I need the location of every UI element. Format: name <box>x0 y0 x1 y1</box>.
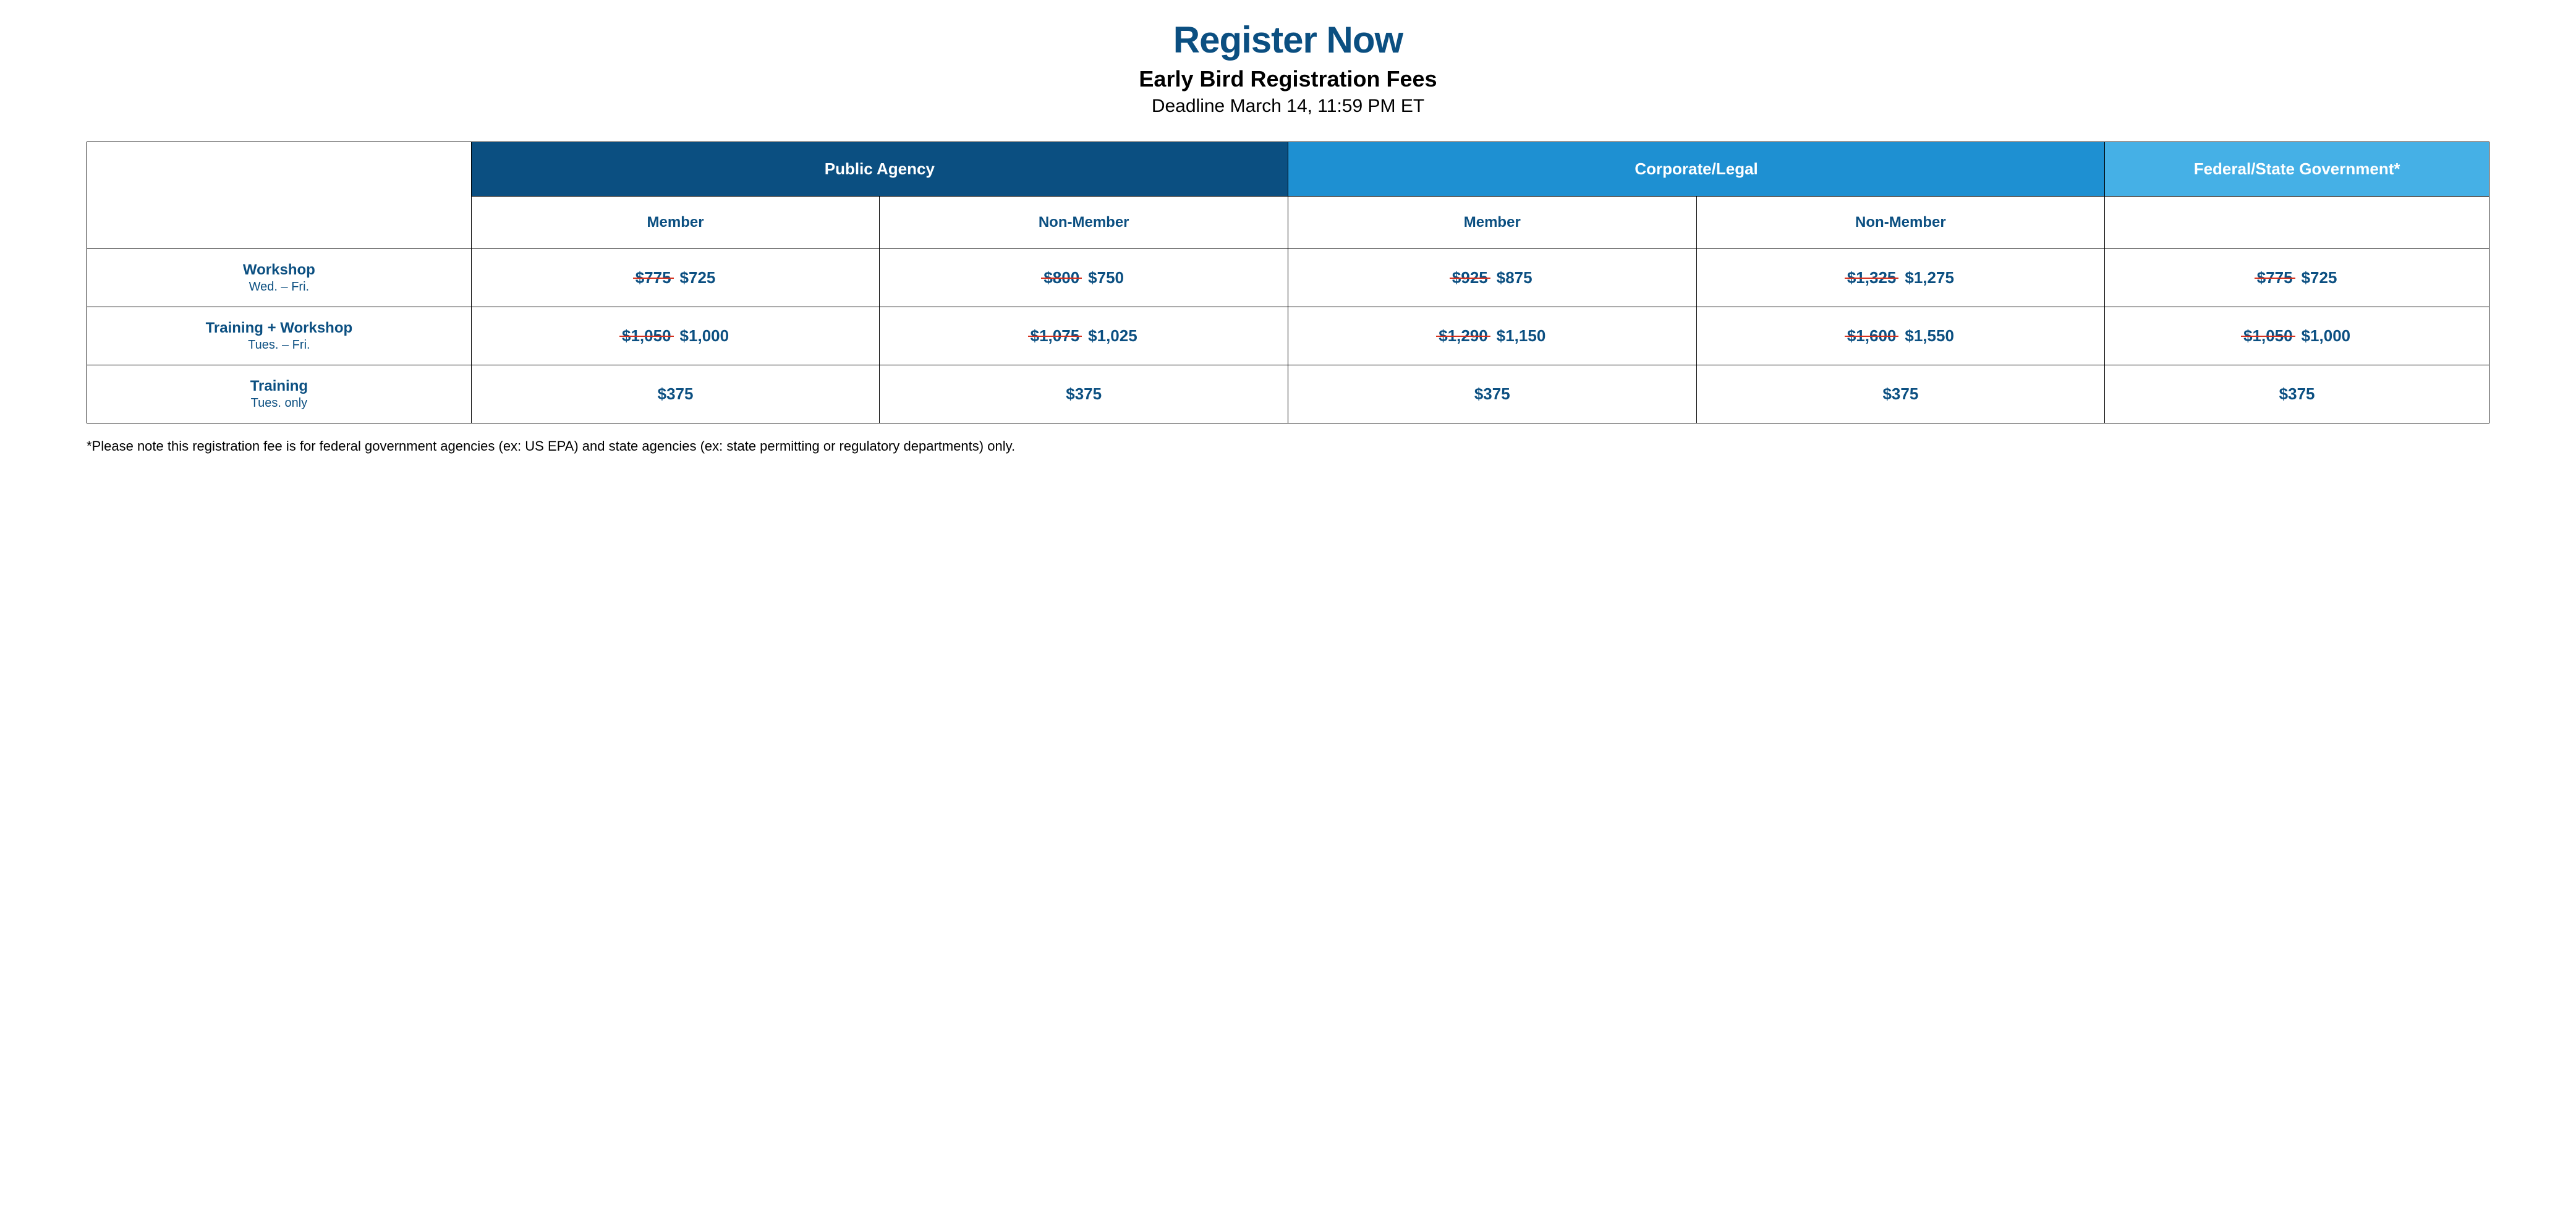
category-header: Public Agency <box>471 142 1288 197</box>
old-price: $1,050 <box>2243 326 2293 346</box>
price-cell: $1,600 $1,550 <box>1696 307 2105 365</box>
table-row: WorkshopWed. – Fri.$775$725$800$750$925$… <box>87 249 2489 307</box>
price-cell: $375 <box>1696 365 2105 423</box>
pricing-table: Public AgencyCorporate/LegalFederal/Stat… <box>87 142 2489 423</box>
price-cell: $925 $875 <box>1288 249 1696 307</box>
header-block: Register Now Early Bird Registration Fee… <box>87 19 2489 117</box>
table-row: TrainingTues. only $375 $375 $375 $375 $375 <box>87 365 2489 423</box>
row-subtitle: Wed. – Fri. <box>92 280 466 294</box>
table-corner <box>87 142 472 249</box>
price-cell: $375 <box>880 365 1288 423</box>
new-price: $875 <box>1497 268 1532 287</box>
new-price: $375 <box>1474 384 1510 403</box>
row-title: Workshop <box>92 261 466 279</box>
price-cell: $375 <box>2105 365 2489 423</box>
new-price: $750 <box>1088 268 1124 287</box>
old-price: $775 <box>2257 268 2293 287</box>
old-price: $1,600 <box>1847 326 1897 346</box>
new-price: $375 <box>1882 384 1918 403</box>
old-price: $1,325 <box>1847 268 1897 287</box>
row-title: Training <box>92 378 466 395</box>
old-price: $925 <box>1452 268 1488 287</box>
row-label: Training + WorkshopTues. – Fri. <box>87 307 472 365</box>
row-title: Training + Workshop <box>92 320 466 337</box>
price-cell: $800 $750 <box>880 249 1288 307</box>
row-subtitle: Tues. – Fri. <box>92 338 466 352</box>
new-price: $1,275 <box>1905 268 1954 287</box>
sub-header: Member <box>471 197 880 249</box>
price-cell: $375 <box>1288 365 1696 423</box>
old-price: $775 <box>635 268 671 287</box>
old-price: $1,050 <box>622 326 671 346</box>
category-header: Corporate/Legal <box>1288 142 2104 197</box>
row-label: TrainingTues. only <box>87 365 472 423</box>
price-cell: $375 <box>471 365 880 423</box>
new-price: $725 <box>2302 268 2337 287</box>
price-cell: $1,050 $1,000 <box>2105 307 2489 365</box>
sub-header <box>2105 197 2489 249</box>
new-price: $375 <box>2279 384 2315 403</box>
new-price: $375 <box>658 384 694 403</box>
new-price: $1,150 <box>1497 326 1546 345</box>
category-header: Federal/State Government* <box>2105 142 2489 197</box>
sub-header: Non-Member <box>880 197 1288 249</box>
sub-header: Member <box>1288 197 1696 249</box>
row-subtitle: Tues. only <box>92 396 466 410</box>
new-price: $1,550 <box>1905 326 1954 345</box>
new-price: $1,000 <box>680 326 729 345</box>
price-cell: $1,325 $1,275 <box>1696 249 2105 307</box>
old-price: $1,075 <box>1031 326 1080 346</box>
price-cell: $1,075 $1,025 <box>880 307 1288 365</box>
old-price: $1,290 <box>1439 326 1488 346</box>
table-row: Training + WorkshopTues. – Fri.$1,050$1,… <box>87 307 2489 365</box>
row-label: WorkshopWed. – Fri. <box>87 249 472 307</box>
sub-header: Non-Member <box>1696 197 2105 249</box>
price-cell: $1,290 $1,150 <box>1288 307 1696 365</box>
price-cell: $775 $725 <box>471 249 880 307</box>
new-price: $1,000 <box>2302 326 2351 345</box>
old-price: $800 <box>1044 268 1079 287</box>
footnote: *Please note this registration fee is fo… <box>87 437 2489 456</box>
price-cell: $1,050 $1,000 <box>471 307 880 365</box>
new-price: $725 <box>680 268 716 287</box>
new-price: $375 <box>1066 384 1102 403</box>
price-cell: $775 $725 <box>2105 249 2489 307</box>
page-title: Register Now <box>87 19 2489 61</box>
deadline-text: Deadline March 14, 11:59 PM ET <box>87 96 2489 117</box>
new-price: $1,025 <box>1088 326 1137 345</box>
page-subtitle: Early Bird Registration Fees <box>87 66 2489 92</box>
